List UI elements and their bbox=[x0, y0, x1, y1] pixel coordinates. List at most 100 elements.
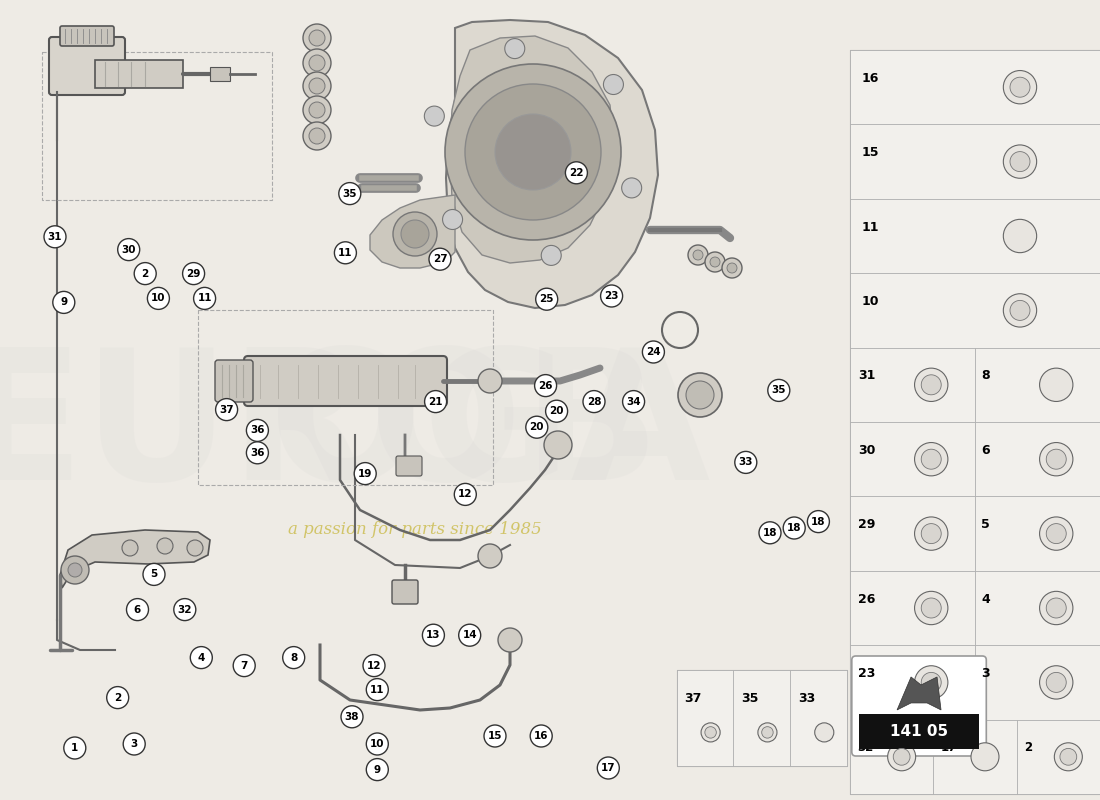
Circle shape bbox=[309, 128, 324, 144]
Text: 20: 20 bbox=[549, 406, 564, 416]
Bar bbox=[850, 645, 975, 720]
Circle shape bbox=[183, 262, 205, 285]
Bar bbox=[198, 310, 493, 485]
Text: 2: 2 bbox=[1024, 742, 1032, 754]
Circle shape bbox=[815, 723, 834, 742]
Circle shape bbox=[339, 182, 361, 205]
Bar bbox=[850, 50, 1100, 794]
Text: 15: 15 bbox=[487, 731, 503, 741]
Bar bbox=[850, 496, 975, 570]
Circle shape bbox=[309, 78, 324, 94]
Text: 12: 12 bbox=[366, 661, 382, 670]
Circle shape bbox=[727, 263, 737, 273]
Circle shape bbox=[174, 598, 196, 621]
Circle shape bbox=[921, 673, 942, 692]
Circle shape bbox=[735, 451, 757, 474]
Circle shape bbox=[44, 226, 66, 248]
Circle shape bbox=[722, 258, 742, 278]
Text: 35: 35 bbox=[741, 692, 759, 706]
Bar bbox=[676, 670, 847, 766]
Circle shape bbox=[604, 74, 624, 94]
Bar bbox=[975, 496, 1100, 570]
Bar bbox=[850, 50, 1100, 124]
Text: 23: 23 bbox=[604, 291, 619, 301]
Circle shape bbox=[601, 285, 623, 307]
Circle shape bbox=[498, 628, 522, 652]
Circle shape bbox=[118, 238, 140, 261]
Circle shape bbox=[1046, 598, 1066, 618]
Text: 9: 9 bbox=[374, 765, 381, 774]
Circle shape bbox=[921, 375, 942, 394]
Circle shape bbox=[425, 106, 444, 126]
Bar bbox=[95, 60, 183, 88]
Circle shape bbox=[126, 598, 148, 621]
Text: 30: 30 bbox=[121, 245, 136, 254]
Circle shape bbox=[914, 442, 948, 476]
Circle shape bbox=[459, 624, 481, 646]
Bar bbox=[210, 67, 230, 81]
Bar bbox=[790, 670, 847, 766]
Text: 31: 31 bbox=[47, 232, 63, 242]
Circle shape bbox=[1010, 301, 1030, 320]
Bar bbox=[850, 570, 975, 645]
Circle shape bbox=[134, 262, 156, 285]
Circle shape bbox=[705, 726, 716, 738]
Circle shape bbox=[393, 212, 437, 256]
Bar bbox=[1016, 719, 1100, 794]
Text: 29: 29 bbox=[858, 518, 876, 531]
Circle shape bbox=[302, 72, 331, 100]
Text: 2: 2 bbox=[142, 269, 148, 278]
Circle shape bbox=[971, 742, 999, 771]
Circle shape bbox=[535, 374, 557, 397]
Circle shape bbox=[478, 369, 502, 393]
Circle shape bbox=[402, 220, 429, 248]
Circle shape bbox=[442, 210, 463, 230]
Text: 29: 29 bbox=[186, 269, 201, 278]
Circle shape bbox=[484, 725, 506, 747]
Circle shape bbox=[302, 24, 331, 52]
Text: OGA: OGA bbox=[270, 342, 711, 518]
Circle shape bbox=[302, 96, 331, 124]
Circle shape bbox=[465, 84, 601, 220]
Text: 8: 8 bbox=[981, 370, 990, 382]
Circle shape bbox=[366, 678, 388, 701]
Text: 10: 10 bbox=[151, 294, 166, 303]
Text: 5: 5 bbox=[151, 570, 157, 579]
Text: 6: 6 bbox=[134, 605, 141, 614]
Text: 36: 36 bbox=[250, 448, 265, 458]
Circle shape bbox=[1010, 78, 1030, 97]
Text: 21: 21 bbox=[428, 397, 443, 406]
FancyBboxPatch shape bbox=[60, 26, 114, 46]
Circle shape bbox=[1003, 294, 1036, 327]
Circle shape bbox=[1046, 673, 1066, 692]
Bar bbox=[975, 570, 1100, 645]
Text: 17: 17 bbox=[940, 742, 957, 754]
Text: 33: 33 bbox=[738, 458, 754, 467]
Circle shape bbox=[53, 291, 75, 314]
Circle shape bbox=[530, 725, 552, 747]
Text: 36: 36 bbox=[250, 426, 265, 435]
Bar bbox=[42, 52, 272, 200]
Circle shape bbox=[565, 162, 587, 184]
Text: 16: 16 bbox=[534, 731, 549, 741]
Circle shape bbox=[1046, 524, 1066, 543]
Circle shape bbox=[334, 242, 356, 264]
Circle shape bbox=[921, 598, 942, 618]
Bar bbox=[975, 645, 1100, 720]
Text: 23: 23 bbox=[858, 667, 876, 680]
Text: 22: 22 bbox=[569, 168, 584, 178]
Circle shape bbox=[761, 726, 773, 738]
Text: 13: 13 bbox=[426, 630, 441, 640]
Circle shape bbox=[107, 686, 129, 709]
Text: 14: 14 bbox=[462, 630, 477, 640]
FancyBboxPatch shape bbox=[396, 456, 422, 476]
Circle shape bbox=[366, 733, 388, 755]
Circle shape bbox=[705, 252, 725, 272]
Circle shape bbox=[1010, 152, 1030, 171]
Circle shape bbox=[1003, 70, 1036, 104]
Circle shape bbox=[309, 30, 324, 46]
Text: 35: 35 bbox=[771, 386, 786, 395]
Text: 18: 18 bbox=[762, 528, 778, 538]
Circle shape bbox=[60, 556, 89, 584]
Text: 24: 24 bbox=[646, 347, 661, 357]
